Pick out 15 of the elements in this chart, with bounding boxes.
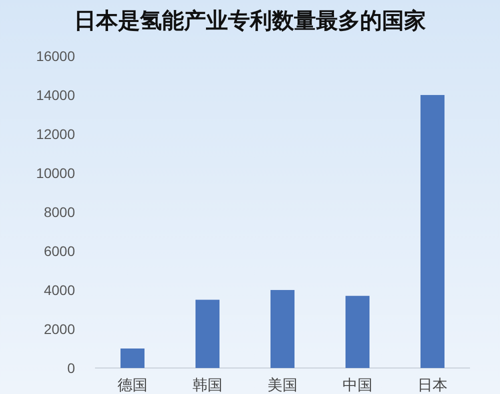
- y-tick-label: 10000: [36, 165, 76, 181]
- y-tick-label: 16000: [36, 48, 76, 64]
- y-tick-label: 0: [67, 360, 76, 376]
- x-tick-label: 日本: [418, 377, 448, 394]
- y-tick-label: 6000: [44, 243, 76, 259]
- y-tick-label: 4000: [44, 282, 76, 298]
- y-tick-label: 2000: [44, 321, 76, 337]
- x-tick-label: 德国: [118, 378, 148, 394]
- chart-title: 日本是氢能产业专利数量最多的国家: [74, 8, 426, 33]
- y-tick-label: 8000: [44, 204, 76, 220]
- x-tick-label: 韩国: [192, 377, 222, 394]
- x-tick-label: 美国: [268, 377, 298, 394]
- y-tick-label: 14000: [36, 87, 76, 103]
- x-tick-label: 中国: [342, 377, 372, 394]
- y-tick-label: 12000: [36, 126, 76, 142]
